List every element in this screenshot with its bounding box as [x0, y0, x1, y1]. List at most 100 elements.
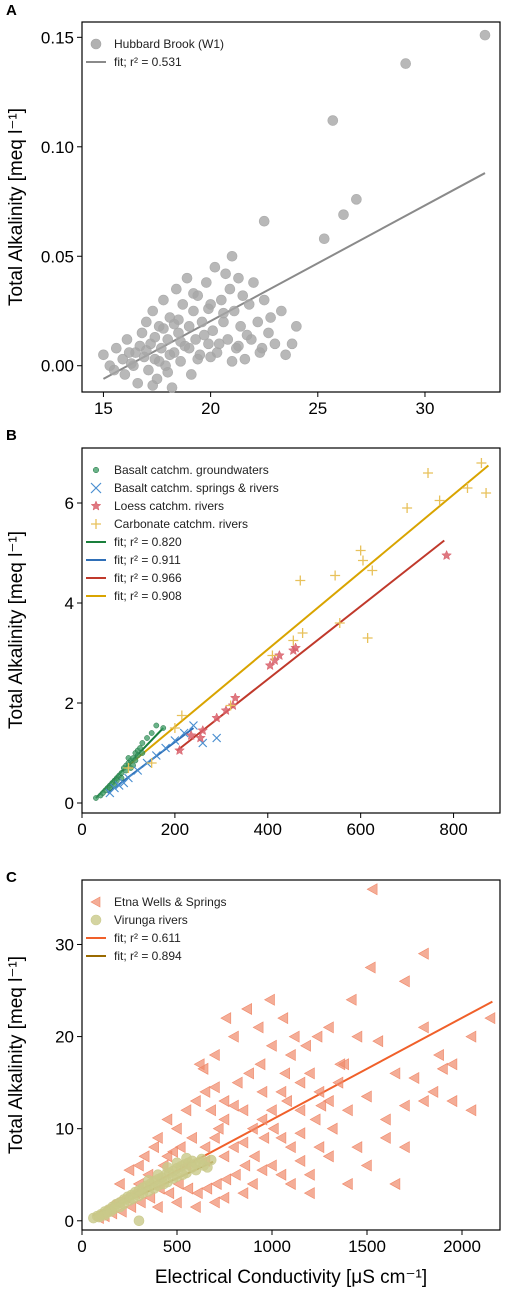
- data-point: [218, 1191, 230, 1204]
- data-point: [168, 318, 180, 330]
- data-point: [198, 329, 210, 341]
- fit-lines-b: [95, 464, 490, 799]
- data-point: [222, 334, 234, 345]
- data-point: [156, 342, 167, 354]
- data-point: [208, 1048, 220, 1062]
- legend-b: Basalt catchm. groundwaters Basalt catchm…: [86, 463, 279, 603]
- y-tick-label: 6: [65, 494, 74, 513]
- axis-ticks-c: 0 500 1000 1500 2000 0 10 20 30: [55, 935, 481, 1256]
- legend-label: fit; r² = 0.611: [114, 931, 181, 945]
- data-point: [143, 1174, 154, 1186]
- data-point: [148, 1141, 159, 1154]
- data-point: [197, 724, 209, 736]
- data-point: [465, 1104, 477, 1117]
- data-point: [152, 1169, 164, 1181]
- data-point: [153, 722, 160, 729]
- legend-label: Virunga rivers: [114, 913, 188, 927]
- data-point: [110, 783, 119, 793]
- data-point: [189, 721, 198, 730]
- data-point: [162, 1162, 173, 1173]
- data-point: [189, 1095, 201, 1108]
- data-point: [294, 1076, 306, 1089]
- data-point: [476, 458, 487, 468]
- data-point: [199, 1141, 211, 1154]
- data-point: [125, 755, 132, 761]
- data-point: [229, 692, 241, 703]
- legend-swatch: [92, 466, 100, 474]
- data-point: [220, 1012, 232, 1025]
- legend-label: fit; r² = 0.911: [114, 553, 181, 567]
- data-point: [212, 1122, 224, 1135]
- data-point: [364, 961, 376, 974]
- panel-b: B 0 200 400 600 800 0 2 4 6 Basalt catchm. groun…: [6, 427, 501, 839]
- legend-a: Hubbard Brook (W1) fit; r² = 0.531: [86, 37, 224, 69]
- y-tick-label: 30: [55, 935, 74, 954]
- x-tick-label: 800: [439, 820, 467, 839]
- data-point: [228, 305, 240, 317]
- data-point: [281, 1095, 292, 1108]
- data-point: [233, 272, 244, 284]
- data-point: [267, 650, 278, 661]
- data-point: [181, 272, 193, 284]
- data-point: [237, 1187, 249, 1200]
- data-point: [241, 1002, 252, 1015]
- data-point: [275, 1085, 287, 1098]
- panel-a: A 15 20 25 30 0.00 0.05 0.10 0.15 Hubbard Brook…: [6, 2, 501, 418]
- data-point: [284, 1141, 296, 1154]
- data-point: [258, 294, 270, 306]
- data-point: [161, 1113, 173, 1126]
- x-tick-label: 600: [346, 820, 374, 839]
- data-point: [398, 975, 410, 988]
- data-point: [446, 1058, 458, 1071]
- data-point: [277, 1012, 289, 1025]
- data-point: [446, 1095, 458, 1108]
- data-point: [351, 1030, 363, 1043]
- data-point: [93, 795, 99, 801]
- legend-label: fit; r² = 0.894: [114, 949, 182, 963]
- data-point: [235, 321, 246, 332]
- data-point: [265, 1159, 277, 1172]
- data-point: [181, 1152, 192, 1164]
- data-point: [118, 1198, 130, 1210]
- data-point: [186, 369, 197, 380]
- legend-label: Etna Wells & Springs: [114, 895, 227, 909]
- data-point: [326, 1122, 338, 1135]
- legend-label: Carbonate catchm. rivers: [114, 517, 248, 531]
- data-point: [334, 1058, 346, 1071]
- data-point: [300, 1039, 311, 1052]
- data-point: [265, 1104, 277, 1117]
- data-point: [118, 770, 125, 776]
- data-point: [175, 356, 186, 367]
- data-point: [148, 730, 155, 736]
- data-point: [226, 356, 238, 367]
- x-tick-label: 20: [201, 399, 220, 418]
- data-point: [322, 1021, 334, 1034]
- data-point: [275, 1131, 287, 1144]
- y-tick-label: 0.00: [41, 357, 74, 376]
- data-point: [227, 1141, 239, 1154]
- data-point: [208, 1131, 220, 1144]
- data-point: [117, 353, 129, 365]
- data-point: [185, 729, 197, 741]
- data-point: [226, 250, 238, 262]
- data-point: [275, 1168, 287, 1181]
- data-point: [294, 1127, 306, 1140]
- data-point: [398, 1141, 410, 1154]
- data-point: [186, 1162, 198, 1173]
- data-point: [141, 316, 152, 328]
- y-tick-label: 0: [65, 1212, 74, 1231]
- data-point: [139, 750, 146, 756]
- data-point: [197, 1062, 209, 1075]
- data-point: [256, 342, 268, 354]
- data-point: [366, 883, 378, 896]
- data-points-c: [88, 883, 496, 1227]
- data-point: [158, 294, 169, 306]
- data-point: [313, 1141, 325, 1154]
- x-tick-label: 2000: [443, 1237, 481, 1256]
- plot-area-a: [81, 21, 501, 393]
- data-point: [123, 763, 134, 773]
- data-point: [295, 575, 306, 586]
- data-point: [274, 649, 285, 661]
- data-point: [327, 115, 339, 126]
- data-point: [121, 334, 133, 345]
